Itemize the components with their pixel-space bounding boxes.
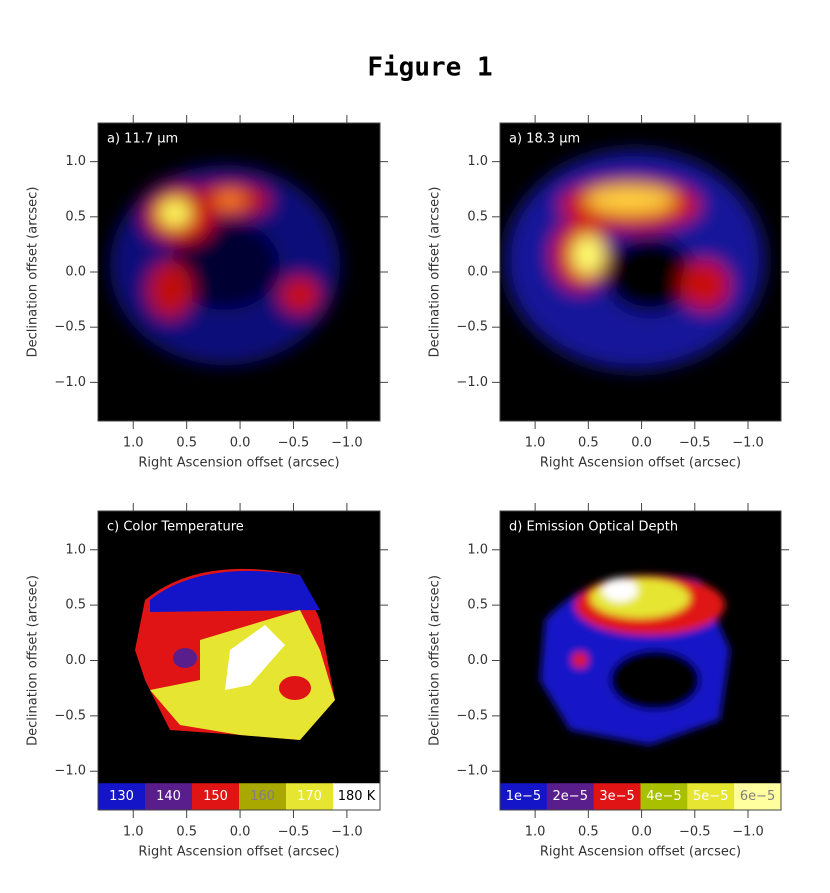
x-tick-label: −1.0 [331, 436, 363, 451]
y-tick-label: −1.0 [54, 375, 86, 390]
colorbar-label: 150 [203, 789, 228, 804]
x-tick-label: −0.5 [278, 436, 310, 451]
colorbar-segment [286, 783, 334, 810]
colorbar-label: 140 [156, 789, 181, 804]
y-axis-label: Declination offset (arcsec) [26, 187, 41, 358]
colorbar-segment [192, 783, 240, 810]
colorbar-label: 4e−5 [646, 789, 681, 804]
x-tick-label: −1.0 [732, 825, 764, 840]
x-tick-label: 0.0 [230, 436, 251, 451]
figure-title: Figure 1 [367, 53, 492, 83]
x-tick-label: 0.5 [176, 436, 197, 451]
y-tick-label: 1.0 [65, 154, 86, 169]
colorbar-segment [145, 783, 193, 810]
colorbar-label: 130 [109, 789, 134, 804]
x-tick-label: −0.5 [679, 436, 711, 451]
colorbar-label: 3e−5 [599, 789, 634, 804]
y-tick-label: 1.0 [467, 154, 488, 169]
x-tick-label: 0.5 [176, 825, 197, 840]
x-tick-label: 1.0 [525, 825, 546, 840]
panel-title: a) 11.7 μm [107, 132, 178, 147]
image-d [500, 511, 781, 810]
y-tick-label: 0.0 [65, 265, 86, 280]
x-tick-label: 1.0 [525, 436, 546, 451]
x-tick-label: 0.0 [631, 825, 652, 840]
y-tick-label: 0.0 [467, 653, 488, 668]
colorbar-segment [640, 783, 688, 810]
colorbar-label: 170 [297, 789, 322, 804]
x-tick-label: 0.5 [578, 825, 599, 840]
y-tick-label: 0.0 [467, 265, 488, 280]
x-tick-label: −1.0 [331, 825, 363, 840]
colorbar-label: 2e−5 [553, 789, 588, 804]
y-tick-label: 0.5 [467, 598, 488, 613]
x-tick-label: 1.0 [123, 825, 144, 840]
colorbar-segment [500, 783, 548, 810]
x-tick-label: −1.0 [732, 436, 764, 451]
image-b [500, 123, 781, 421]
colorbar-label: 180 K [338, 789, 376, 804]
x-axis-label: Right Ascension offset (arcsec) [138, 845, 339, 860]
colorbar-segment [333, 783, 381, 810]
y-tick-label: −0.5 [54, 320, 86, 335]
colorbar-segment [687, 783, 735, 810]
x-tick-label: −0.5 [278, 825, 310, 840]
panel-title: c) Color Temperature [107, 520, 244, 535]
y-axis-label: Declination offset (arcsec) [26, 575, 41, 746]
y-axis-label: Declination offset (arcsec) [428, 187, 443, 358]
y-tick-label: −0.5 [54, 708, 86, 723]
y-tick-label: −1.0 [54, 764, 86, 779]
x-axis-label: Right Ascension offset (arcsec) [540, 456, 741, 471]
x-tick-label: −0.5 [679, 825, 711, 840]
colorbar-label: 160 [250, 789, 275, 804]
image-c [98, 511, 380, 810]
colorbar-label: 6e−5 [740, 789, 775, 804]
colorbar-label: 1e−5 [506, 789, 541, 804]
y-tick-label: 0.5 [65, 598, 86, 613]
x-tick-label: 0.0 [230, 825, 251, 840]
y-tick-label: 0.5 [467, 209, 488, 224]
colorbar-label: 5e−5 [693, 789, 728, 804]
y-tick-label: −0.5 [456, 708, 488, 723]
colorbar-segment [546, 783, 595, 810]
y-tick-label: 1.0 [467, 542, 488, 557]
x-tick-label: 1.0 [123, 436, 144, 451]
colorbar-segment [734, 783, 782, 810]
x-tick-label: 0.0 [631, 436, 652, 451]
y-tick-label: −0.5 [456, 320, 488, 335]
x-axis-label: Right Ascension offset (arcsec) [540, 845, 741, 860]
colorbar-segment [239, 783, 287, 810]
panel-title: d) Emission Optical Depth [509, 520, 678, 535]
x-tick-label: 0.5 [578, 436, 599, 451]
y-tick-label: 0.0 [65, 653, 86, 668]
y-tick-label: −1.0 [456, 375, 488, 390]
colorbar-segment [593, 783, 641, 810]
panel-title: a) 18.3 μm [509, 132, 580, 147]
colorbar-segment [98, 783, 146, 810]
y-tick-label: 1.0 [65, 542, 86, 557]
y-tick-label: 0.5 [65, 209, 86, 224]
y-axis-label: Declination offset (arcsec) [428, 575, 443, 746]
y-tick-label: −1.0 [456, 764, 488, 779]
x-axis-label: Right Ascension offset (arcsec) [138, 456, 339, 471]
image-a [98, 123, 380, 421]
